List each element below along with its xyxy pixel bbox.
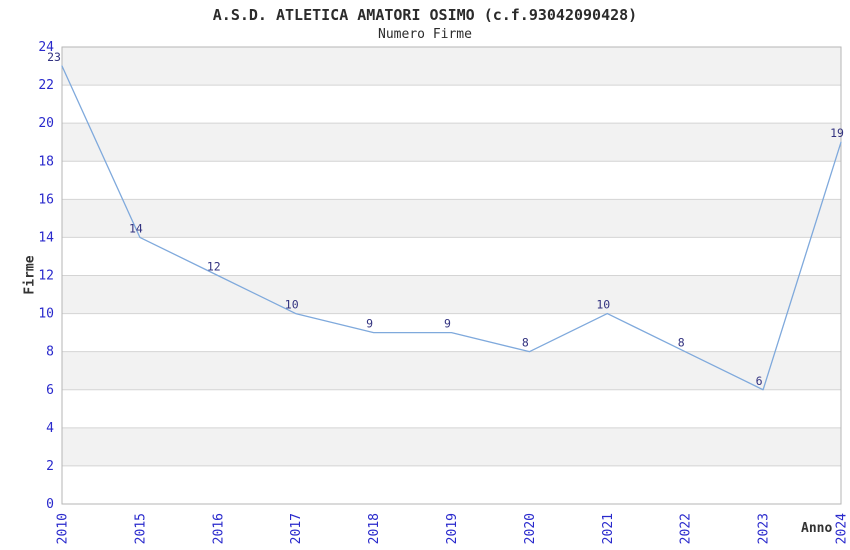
data-point-label: 8 bbox=[678, 336, 685, 350]
y-tick-label: 24 bbox=[38, 40, 54, 55]
data-point-label: 8 bbox=[522, 336, 529, 350]
data-point-label: 10 bbox=[285, 298, 299, 312]
data-point-label: 6 bbox=[756, 374, 763, 388]
y-tick-label: 20 bbox=[38, 116, 54, 131]
grid-band bbox=[62, 237, 841, 276]
data-point-label: 10 bbox=[596, 298, 610, 312]
data-point-label: 9 bbox=[444, 317, 451, 331]
y-tick-label: 8 bbox=[46, 345, 54, 360]
y-tick-label: 16 bbox=[38, 192, 54, 207]
grid-band bbox=[62, 427, 841, 466]
grid-band bbox=[62, 275, 841, 314]
grid-band bbox=[62, 351, 841, 390]
data-point-label: 19 bbox=[830, 126, 844, 140]
y-tick-label: 4 bbox=[46, 421, 54, 436]
y-axis-title: Firme bbox=[22, 255, 38, 295]
x-tick-label: 2022 bbox=[679, 513, 694, 544]
data-point-label: 14 bbox=[129, 221, 143, 235]
x-tick-label: 2023 bbox=[757, 513, 772, 544]
grid-band bbox=[62, 161, 841, 200]
y-tick-label: 22 bbox=[38, 78, 54, 93]
y-tick-label: 10 bbox=[38, 307, 54, 322]
y-tick-label: 2 bbox=[46, 459, 54, 474]
x-tick-label: 2010 bbox=[56, 513, 71, 544]
x-tick-label: 2019 bbox=[445, 513, 460, 544]
y-tick-label: 14 bbox=[38, 230, 54, 245]
x-tick-label: 2016 bbox=[211, 513, 226, 544]
grid-band bbox=[62, 389, 841, 428]
x-tick-label: 2015 bbox=[133, 513, 148, 544]
x-tick-label: 2018 bbox=[367, 513, 382, 544]
grid-band bbox=[62, 465, 841, 504]
data-point-label: 12 bbox=[207, 260, 221, 274]
plot-border bbox=[61, 46, 842, 505]
y-tick-label: 12 bbox=[38, 269, 54, 284]
y-tick-label: 18 bbox=[38, 154, 54, 169]
grid-band bbox=[62, 85, 841, 124]
chart-subtitle: Numero Firme bbox=[378, 27, 472, 42]
x-tick-label: 2020 bbox=[523, 513, 538, 544]
grid-band bbox=[62, 199, 841, 238]
x-axis-title: Anno bbox=[801, 521, 833, 536]
chart-title: A.S.D. ATLETICA AMATORI OSIMO (c.f.93042… bbox=[212, 6, 638, 24]
x-tick-label: 2024 bbox=[835, 513, 850, 544]
y-tick-label: 6 bbox=[46, 383, 54, 398]
data-point-label: 23 bbox=[47, 50, 61, 64]
y-tick-label: 0 bbox=[46, 497, 54, 512]
x-tick-label: 2017 bbox=[289, 513, 304, 544]
x-tick-label: 2021 bbox=[601, 513, 616, 544]
grid-band bbox=[62, 123, 841, 162]
grid-band bbox=[62, 47, 841, 86]
data-point-label: 9 bbox=[366, 317, 373, 331]
data-line bbox=[61, 65, 842, 391]
